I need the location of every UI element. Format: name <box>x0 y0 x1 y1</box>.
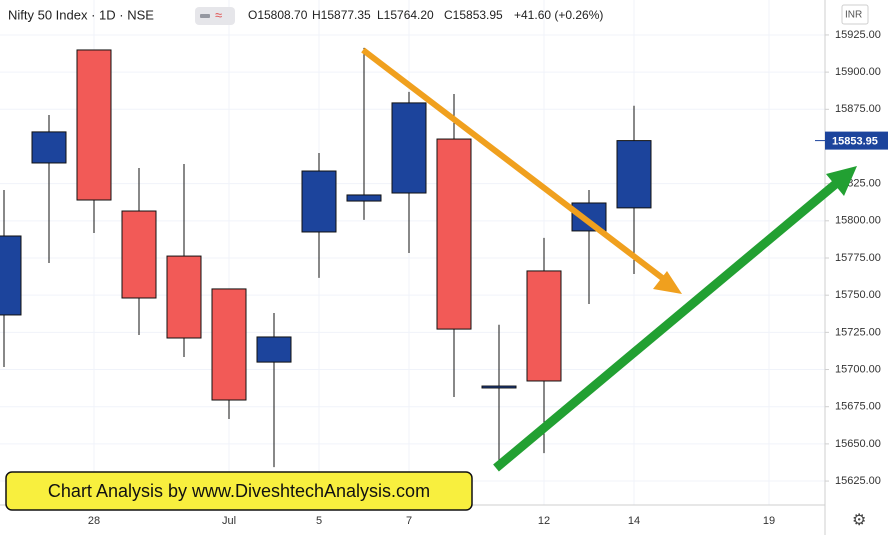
arrow-head <box>653 271 682 294</box>
candle-body <box>211 288 247 401</box>
y-tick-label: 15775.00 <box>835 252 881 264</box>
arrow-head <box>826 166 857 196</box>
candle-body <box>481 385 517 389</box>
candle-body <box>76 49 112 201</box>
y-tick-label: 15700.00 <box>835 363 881 375</box>
arrow-shaft <box>361 47 667 283</box>
indicator-toggle[interactable] <box>195 7 235 25</box>
candle-body <box>256 336 292 363</box>
candle-body <box>346 194 382 202</box>
ohlc-value: H15877.35 <box>312 8 371 22</box>
currency-label: INR <box>845 10 862 21</box>
ohlc-value: C15853.95 <box>444 8 503 22</box>
y-tick-label: 15900.00 <box>835 66 881 78</box>
candle-body <box>166 255 202 339</box>
x-tick-label: Jul <box>222 515 236 527</box>
y-tick-label: 15800.00 <box>835 215 881 227</box>
x-tick-label: 5 <box>316 515 322 527</box>
ohlc-value: L15764.20 <box>377 8 434 22</box>
y-tick-label: 15725.00 <box>835 326 881 338</box>
last-price-box <box>825 131 888 150</box>
arrow-shaft <box>493 178 841 472</box>
candles <box>0 47 652 468</box>
candle-body <box>391 102 427 194</box>
down-arrow <box>361 47 682 294</box>
banner-text: Chart Analysis by www.DiveshtechAnalysis… <box>48 481 430 501</box>
up-arrow <box>493 166 857 472</box>
settings-icon[interactable]: ⚙ <box>852 512 866 529</box>
last-price-label: 15853.95 <box>832 136 878 148</box>
candle-body <box>121 210 157 299</box>
candle-body <box>526 270 562 382</box>
y-tick-label: 15925.00 <box>835 29 881 41</box>
y-tick-label: 15750.00 <box>835 289 881 301</box>
banner-box <box>5 471 473 511</box>
candle-body <box>301 170 337 233</box>
x-tick-label: 14 <box>628 515 640 527</box>
axes: 15625.00 15650.00 15675.00 15700.00 15725.00… <box>88 29 888 527</box>
symbol-title: Nifty 50 Index · 1D · NSE <box>8 7 154 22</box>
x-tick-label: 28 <box>88 515 100 527</box>
y-tick-label: 15650.00 <box>835 438 881 450</box>
ohlc-legend: O15808.70 H15877.35 L15764.20 C15853.95 +41.… <box>248 8 603 22</box>
x-tick-label: 19 <box>763 515 775 527</box>
candle-body <box>31 131 67 164</box>
toggle-icon <box>200 14 210 18</box>
x-tick-label: 7 <box>406 515 412 527</box>
currency-button[interactable] <box>841 4 869 25</box>
candle-body <box>571 202 607 232</box>
ohlc-value: O15808.70 <box>248 8 308 22</box>
y-tick-label: 15675.00 <box>835 401 881 413</box>
toggle-icon: ≈ <box>215 7 222 22</box>
ohlc-value: +41.60 (+0.26%) <box>514 8 603 22</box>
candle-body <box>436 138 472 330</box>
x-tick-label: 12 <box>538 515 550 527</box>
y-tick-label: 15625.00 <box>835 475 881 487</box>
candle-body <box>0 235 22 316</box>
candle-body <box>616 140 652 209</box>
y-tick-label: 15875.00 <box>835 103 881 115</box>
